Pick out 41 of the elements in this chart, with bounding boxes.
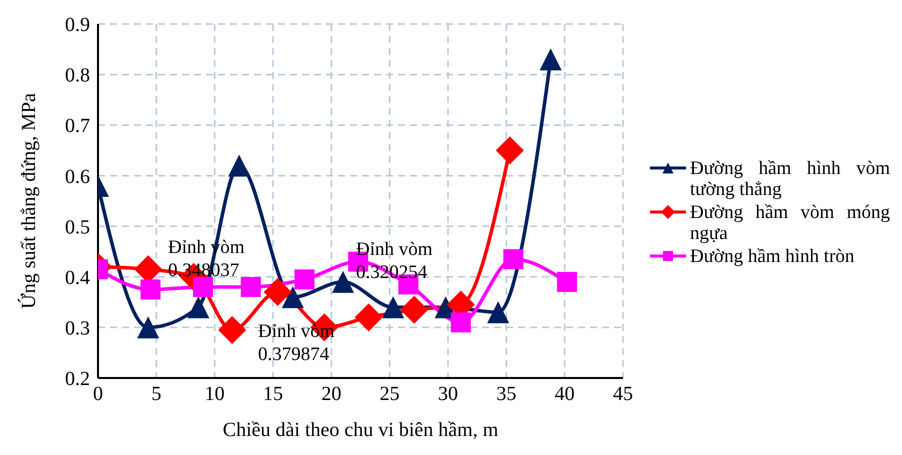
y-tick-label: 0.8: [65, 64, 90, 87]
point: [187, 296, 210, 318]
x-tick-label: 20: [321, 383, 342, 406]
legend-label: Đường hầm hình vòm tường thẳng: [690, 158, 890, 200]
point: [487, 301, 510, 324]
y-tick-label: 0.6: [65, 166, 90, 188]
x-tick-label: 40: [554, 383, 575, 406]
x-axis-title: Chiều dài theo chu vi biên hầm, m: [222, 419, 499, 441]
point: [332, 270, 354, 293]
x-tick-label: 35: [496, 383, 516, 406]
x-tick-label: 25: [380, 383, 400, 406]
x-tick-label: 45: [613, 383, 633, 406]
point: [240, 276, 261, 297]
y-axis-title: Ứng suất thẳng đứng, MPa: [17, 92, 40, 309]
point: [540, 48, 562, 70]
point: [218, 316, 246, 344]
x-tick-label: 30: [438, 383, 458, 406]
point: [382, 296, 404, 318]
point: [400, 296, 428, 324]
y-tick-label: 0.3: [65, 318, 90, 340]
legend-label: Đường hầm vòm móng ngựa: [690, 202, 890, 244]
y-tick-label: 0.2: [65, 368, 90, 390]
y-tick-label: 0.5: [65, 216, 90, 238]
point: [137, 316, 160, 338]
point: [282, 286, 304, 308]
x-tick-label: 10: [204, 383, 225, 406]
point: [264, 278, 292, 306]
point: [503, 249, 524, 270]
x-tick-label: 15: [263, 383, 283, 406]
x-tick-label: 0: [93, 383, 103, 406]
point: [140, 280, 160, 300]
point: [496, 136, 524, 164]
legend-label: Đường hầm hình tròn: [690, 246, 856, 267]
y-tick-label: 0.9: [65, 14, 90, 36]
y-tick-label: 0.7: [65, 115, 90, 138]
x-tick-label: 5: [151, 383, 162, 406]
point: [354, 303, 383, 332]
point: [557, 272, 577, 292]
point: [450, 312, 471, 332]
y-tick-label: 0.4: [65, 266, 90, 289]
point: [294, 269, 314, 290]
